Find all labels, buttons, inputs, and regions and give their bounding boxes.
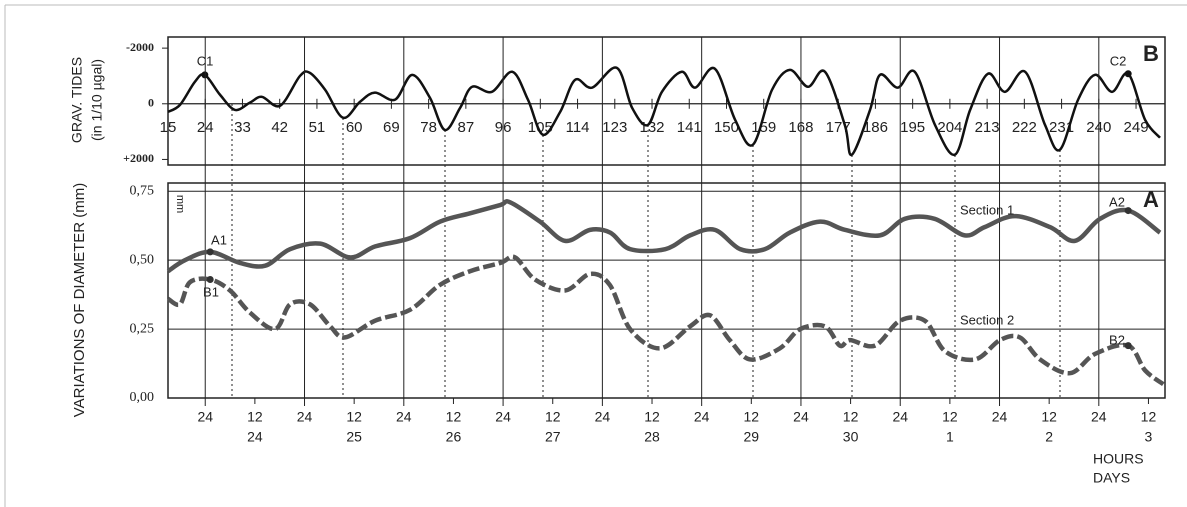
x-tick-label: 24: [595, 409, 611, 425]
x-tick-label: 123: [602, 119, 627, 136]
y-axis-title: VARIATIONS OF DIAMETER (mm): [71, 183, 88, 417]
annotated-point: [1124, 207, 1132, 215]
y-axis-title: GRAV. TIDES: [69, 57, 85, 143]
x-axis-title: DAYS: [1093, 470, 1130, 486]
x-tick-label: 150: [714, 119, 739, 136]
y-tick-label: 0,75: [130, 183, 155, 198]
day-label: 26: [446, 429, 462, 445]
x-tick-label: 12: [346, 409, 362, 425]
x-tick-label: 12: [1041, 409, 1057, 425]
panel-label: A: [1143, 187, 1159, 212]
x-tick-label: 15: [160, 119, 177, 136]
x-tick-label: 24: [793, 409, 809, 425]
y-tick-label: 0,00: [130, 390, 155, 405]
plot-frame: [167, 36, 1166, 166]
x-tick-label: 159: [751, 119, 776, 136]
day-label: 2: [1045, 429, 1053, 445]
x-tick-label: 12: [1141, 409, 1157, 425]
x-tick-label: 12: [843, 409, 859, 425]
x-tick-label: 24: [1091, 409, 1107, 425]
x-tick-label: 24: [396, 409, 412, 425]
x-tick-label: 105: [528, 119, 553, 136]
day-label: 29: [744, 429, 760, 445]
x-tick-label: 12: [744, 409, 760, 425]
y-tick-label: -2000: [126, 40, 154, 54]
annotation: B2: [1109, 332, 1125, 347]
panel-label: B: [1143, 41, 1159, 66]
x-tick-label: 12: [446, 409, 462, 425]
x-tick-label: 141: [677, 119, 702, 136]
x-tick-label: 249: [1124, 119, 1149, 136]
day-label: 3: [1145, 429, 1153, 445]
day-label: 24: [247, 429, 263, 445]
x-tick-label: 42: [271, 119, 288, 136]
x-tick-label: 222: [1012, 119, 1037, 136]
x-tick-label: 69: [383, 119, 400, 136]
x-tick-label: 24: [992, 409, 1008, 425]
y-axis-title: (in 1/10 µgal): [89, 59, 105, 141]
day-label: 1: [946, 429, 954, 445]
x-tick-label: 78: [420, 119, 437, 136]
y-tick-label: 0,25: [130, 321, 155, 336]
x-tick-label: 51: [309, 119, 326, 136]
x-tick-label: 132: [640, 119, 665, 136]
unit-label: mm: [174, 195, 186, 213]
y-tick-label: +2000: [123, 151, 154, 165]
x-tick-label: 12: [545, 409, 561, 425]
annotation: C2: [1110, 53, 1127, 68]
x-tick-label: 12: [942, 409, 958, 425]
day-label: 28: [644, 429, 660, 445]
y-tick-label: 0: [148, 96, 154, 110]
data-line: [166, 199, 1162, 274]
annotation: A2: [1109, 194, 1125, 209]
x-tick-label: 186: [863, 119, 888, 136]
x-tick-label: 24: [297, 409, 313, 425]
x-tick-label: 12: [247, 409, 263, 425]
annotated-point: [206, 275, 214, 283]
y-tick-label: 0,50: [130, 252, 155, 267]
x-tick-label: 24: [495, 409, 511, 425]
x-tick-label: 24: [892, 409, 908, 425]
annotated-point: [1124, 342, 1132, 350]
x-tick-label: 213: [975, 119, 1000, 136]
x-axis-title: HOURS: [1093, 451, 1144, 467]
day-label: 30: [843, 429, 859, 445]
day-label: 27: [545, 429, 561, 445]
annotation: A1: [211, 232, 227, 247]
day-label: 25: [346, 429, 362, 445]
annotated-point: [1124, 70, 1132, 78]
x-tick-label: 195: [900, 119, 925, 136]
data-line: [166, 254, 1165, 387]
x-tick-label: 12: [644, 409, 660, 425]
x-tick-label: 204: [937, 119, 962, 136]
series-label: Section 1: [960, 202, 1014, 217]
annotated-point: [206, 248, 214, 256]
x-tick-label: 33: [234, 119, 251, 136]
data-line: [167, 66, 1161, 156]
x-tick-label: 24: [694, 409, 710, 425]
x-tick-label: 24: [197, 409, 213, 425]
x-tick-label: 114: [566, 119, 590, 136]
x-tick-label: 87: [458, 119, 475, 136]
x-tick-label: 60: [346, 119, 363, 136]
series-label: Section 2: [960, 312, 1014, 327]
annotation: B1: [203, 284, 219, 299]
